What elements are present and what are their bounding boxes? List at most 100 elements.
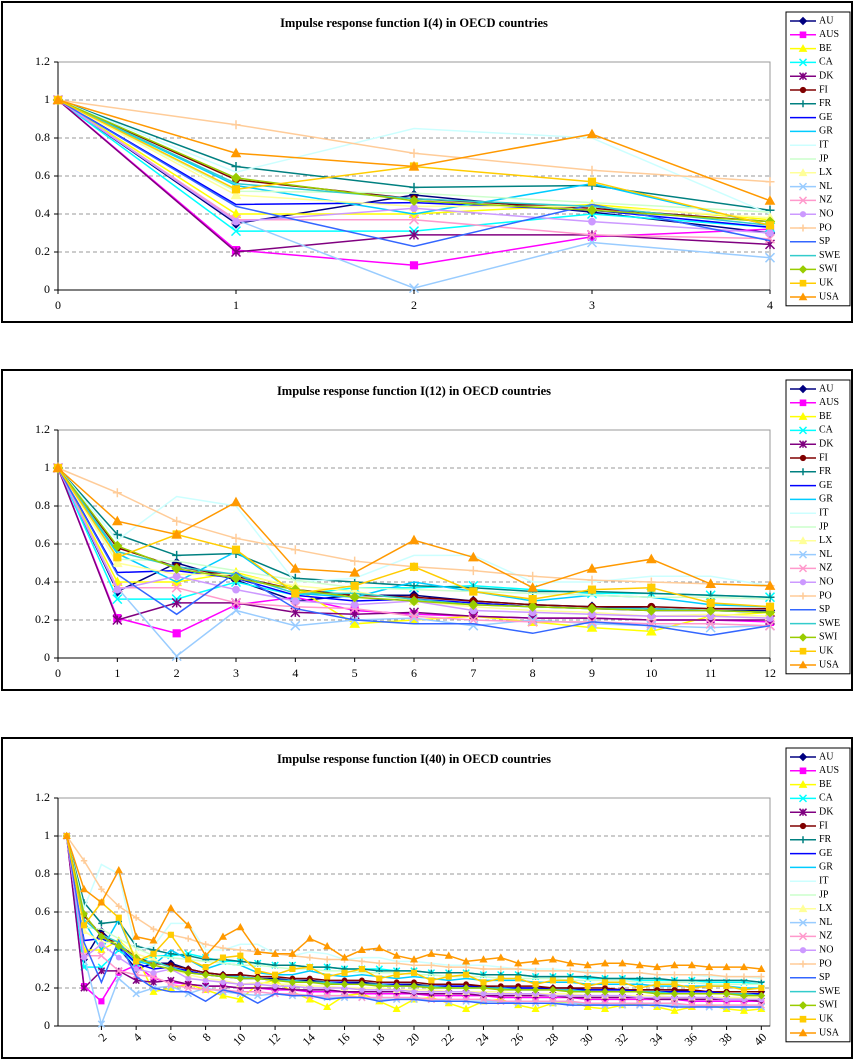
x-tick-label: 0: [55, 298, 61, 312]
marker: [171, 563, 182, 574]
marker: [80, 922, 88, 929]
series-line: [65, 835, 762, 1008]
marker: [798, 808, 808, 817]
marker: [601, 969, 609, 976]
marker: [799, 399, 807, 407]
marker: [408, 283, 420, 294]
marker: [375, 943, 384, 952]
marker: [306, 964, 313, 971]
marker: [340, 953, 349, 961]
y-tick-label: 1.2: [35, 54, 50, 68]
marker: [479, 995, 488, 1004]
legend-label: UK: [819, 277, 834, 288]
marker: [254, 981, 261, 988]
marker: [531, 1004, 540, 1012]
marker: [799, 960, 807, 968]
legend-label: GE: [819, 112, 832, 123]
chart-title: Impulse response function I(4) in OECD c…: [280, 16, 548, 30]
series-line: [57, 467, 771, 600]
marker: [670, 960, 679, 969]
marker: [202, 964, 209, 971]
marker: [798, 932, 808, 941]
x-tick-label: 8: [530, 666, 536, 680]
marker: [306, 985, 313, 991]
marker: [253, 974, 262, 983]
marker: [799, 224, 807, 232]
marker: [567, 977, 574, 984]
marker: [115, 974, 123, 983]
marker: [798, 72, 808, 81]
marker: [798, 440, 808, 449]
marker: [549, 967, 557, 975]
marker: [52, 462, 64, 473]
marker: [619, 969, 626, 976]
y-tick-label: 0.2: [35, 244, 50, 258]
y-tick-label: 1: [44, 92, 50, 106]
marker: [237, 958, 244, 965]
marker: [171, 597, 182, 608]
marker: [799, 279, 807, 287]
marker: [341, 969, 348, 976]
marker: [232, 585, 240, 594]
marker: [798, 265, 808, 274]
marker: [97, 898, 106, 906]
legend-label: FR: [819, 834, 832, 845]
marker: [409, 261, 419, 270]
legend-label: SP: [819, 236, 831, 247]
marker: [462, 957, 471, 965]
marker: [290, 545, 300, 555]
legend-label: NO: [819, 944, 833, 955]
marker: [409, 562, 419, 571]
y-tick-label: 1.2: [35, 790, 50, 804]
marker: [705, 605, 716, 616]
marker: [798, 752, 808, 762]
marker: [636, 984, 643, 992]
marker: [765, 592, 775, 602]
marker: [271, 976, 279, 985]
marker: [291, 597, 300, 605]
marker: [97, 967, 106, 975]
marker: [645, 553, 657, 564]
series-line: [57, 467, 771, 587]
legend-label: SP: [819, 604, 831, 615]
x-tick-label: 6: [411, 666, 417, 680]
legend-label: BE: [819, 779, 832, 790]
marker: [184, 968, 193, 977]
legend-label: USA: [819, 1027, 840, 1038]
legend-label: NZ: [819, 931, 832, 942]
x-tick-label: 1: [233, 298, 239, 312]
marker: [80, 984, 88, 992]
marker: [115, 903, 122, 910]
marker: [549, 985, 557, 994]
marker: [687, 960, 696, 969]
marker: [219, 954, 227, 961]
marker: [393, 960, 400, 967]
marker: [291, 589, 300, 598]
marker: [172, 550, 182, 560]
chart: Impulse response function I(12) in OECD …: [1, 369, 853, 691]
marker: [587, 575, 597, 585]
x-tick-label: 11: [705, 666, 717, 680]
marker: [230, 147, 242, 158]
marker: [114, 865, 123, 874]
marker: [566, 997, 575, 1006]
marker: [583, 987, 592, 996]
marker: [231, 162, 241, 171]
marker: [636, 994, 643, 1001]
marker: [167, 931, 174, 938]
marker: [349, 566, 361, 577]
marker: [798, 536, 808, 545]
marker: [799, 1015, 807, 1023]
marker: [272, 971, 279, 978]
marker: [305, 978, 314, 987]
chart: Impulse response function I(4) in OECD c…: [1, 1, 853, 323]
marker: [496, 953, 505, 961]
marker: [647, 583, 656, 592]
legend-label: FI: [819, 820, 828, 831]
marker: [531, 957, 540, 965]
marker: [688, 971, 696, 978]
marker: [764, 233, 776, 244]
marker: [636, 969, 643, 976]
legend-label: AU: [819, 751, 834, 762]
legend-label: SWI: [819, 632, 837, 643]
